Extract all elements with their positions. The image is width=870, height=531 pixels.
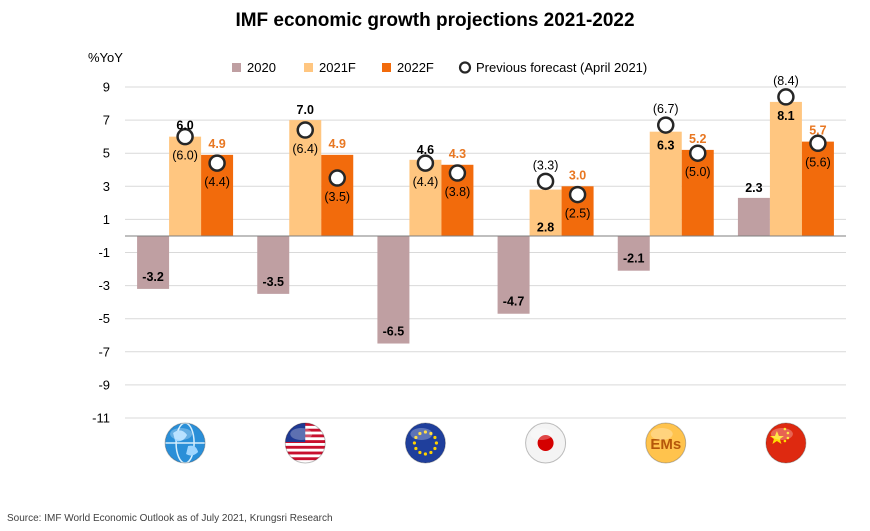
ems-badge-label: EMs [650, 436, 681, 453]
previous-forecast-marker [448, 164, 467, 182]
data-label: 5.7 [809, 124, 826, 138]
previous-forecast-label: (2.5) [565, 207, 591, 221]
data-label: 5.2 [689, 132, 706, 146]
previous-forecast-marker [689, 144, 707, 162]
previous-forecast-label: (3.5) [324, 190, 350, 204]
y-tick-label: 7 [103, 113, 110, 128]
y-tick-label: -9 [98, 377, 110, 392]
bar-2021f [169, 136, 202, 236]
data-label: 2.3 [745, 181, 762, 195]
bars [137, 101, 834, 344]
data-label: -4.7 [503, 295, 525, 309]
data-label: 7.0 [297, 103, 314, 117]
legend-swatch-2021f [304, 63, 313, 72]
y-tick-label: 3 [103, 179, 110, 194]
y-tick-label: -11 [92, 411, 110, 426]
bar-2022f [801, 141, 834, 236]
data-label: -2.1 [623, 252, 645, 266]
data-labels: -3.2 -3.5 -6.5 -4.7 -2.1 2.3 6.0 7.0 4.6 2.8 6.3 8.… [142, 74, 830, 339]
previous-forecast-marker [536, 172, 555, 191]
data-label: 6.0 [176, 119, 193, 133]
bar-2020 [377, 235, 410, 344]
y-tick-label: -7 [98, 344, 110, 359]
data-label: 3.0 [569, 168, 586, 182]
legend-label: 2021F [319, 60, 356, 75]
y-axis-label: %YoY [88, 50, 123, 65]
previous-forecast-label: (4.4) [204, 175, 230, 189]
legend-swatch-2020 [232, 63, 241, 72]
china-flag-icon [765, 422, 807, 464]
previous-forecast-label: (6.7) [653, 102, 679, 116]
bar-2021f [649, 131, 682, 236]
y-tick-label: 1 [103, 212, 110, 227]
y-tick-label: -3 [98, 278, 110, 293]
source-note: Source: IMF World Economic Outlook as of… [7, 513, 333, 524]
bar-2021f [409, 159, 442, 236]
y-tick-label: -1 [98, 245, 110, 260]
globe-icon [164, 422, 206, 464]
previous-forecast-label: (8.4) [773, 74, 799, 88]
previous-forecast-label: (3.3) [533, 158, 559, 172]
legend-label: 2020 [247, 60, 276, 75]
previous-forecast-marker [777, 88, 795, 106]
us-flag-icon [284, 422, 326, 464]
data-label: -6.5 [383, 325, 405, 339]
category-icons: EMs [164, 422, 807, 464]
chart-title: IMF economic growth projections 2021-202… [235, 10, 634, 31]
bar-2020 [257, 235, 290, 294]
bar-2022f [681, 149, 714, 236]
previous-forecast-label: (4.4) [413, 175, 439, 189]
bar-2021f [289, 120, 322, 236]
legend-label: Previous forecast (April 2021) [476, 60, 647, 75]
previous-forecast-markers [176, 88, 827, 204]
data-label: 4.6 [417, 143, 434, 157]
previous-forecast-marker [657, 116, 675, 134]
bar-2022f [321, 154, 354, 236]
ems-badge-icon: EMs [645, 422, 687, 464]
bar-2021f [769, 101, 802, 236]
data-label: 4.9 [329, 137, 346, 151]
previous-forecast-label: (3.8) [445, 185, 471, 199]
data-label: -3.5 [262, 275, 284, 289]
legend-swatch-2022f [382, 63, 391, 72]
y-tick-label: 9 [103, 80, 110, 95]
data-label: -3.2 [142, 270, 164, 284]
eu-flag-icon [404, 422, 446, 464]
bar-2020 [497, 235, 530, 314]
previous-forecast-label: (5.6) [805, 155, 831, 169]
data-label: 8.1 [777, 109, 794, 123]
data-label: 2.8 [537, 221, 554, 235]
y-tick-label: 5 [103, 146, 110, 161]
japan-flag-icon [525, 422, 567, 464]
previous-forecast-label: (6.0) [172, 149, 198, 163]
previous-forecast-marker [809, 134, 827, 153]
previous-forecast-marker [568, 185, 587, 204]
gridlines [125, 86, 846, 419]
legend-label: 2022F [397, 60, 434, 75]
y-axis-ticks: 9 7 5 3 1 -1 -3 -5 -7 -9 -11 [92, 80, 110, 426]
previous-forecast-marker [176, 127, 194, 146]
previous-forecast-marker [416, 154, 435, 172]
y-tick-label: -5 [98, 311, 110, 326]
legend: 2020 2021F 2022F Previous forecast (April 2… [232, 60, 647, 75]
bar-2021f [529, 189, 562, 236]
bar-2020 [737, 197, 770, 236]
previous-forecast-marker [328, 169, 346, 187]
legend-marker-previous-forecast [458, 61, 472, 74]
data-label: 4.3 [449, 147, 466, 161]
previous-forecast-marker [296, 121, 314, 139]
data-label: 6.3 [657, 139, 674, 153]
data-label: 4.9 [208, 137, 225, 151]
bar-2020 [137, 235, 170, 289]
bar-2020 [617, 235, 650, 271]
previous-forecast-marker [208, 154, 226, 172]
previous-forecast-label: (6.4) [292, 142, 318, 156]
previous-forecast-label: (5.0) [685, 165, 711, 179]
